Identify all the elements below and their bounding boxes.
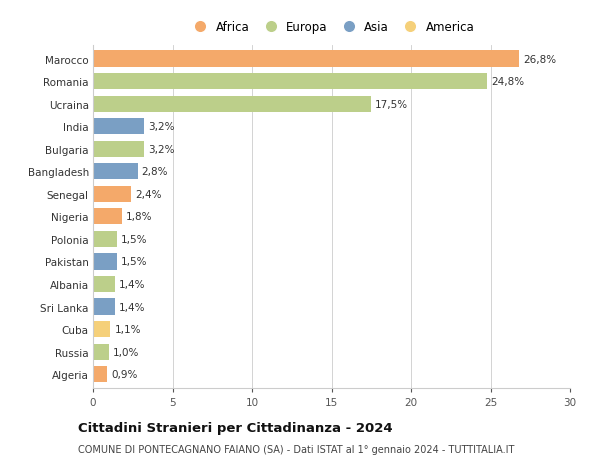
Text: 2,8%: 2,8% bbox=[142, 167, 168, 177]
Text: 2,4%: 2,4% bbox=[135, 190, 161, 199]
Bar bbox=[93, 141, 144, 157]
Bar bbox=[93, 321, 110, 337]
Bar bbox=[93, 164, 137, 180]
Bar bbox=[93, 119, 144, 135]
Bar bbox=[93, 299, 115, 315]
Bar bbox=[93, 231, 117, 247]
Bar bbox=[93, 366, 107, 382]
Bar bbox=[93, 74, 487, 90]
Text: 3,2%: 3,2% bbox=[148, 145, 175, 154]
Legend: Africa, Europa, Asia, America: Africa, Europa, Asia, America bbox=[185, 17, 478, 38]
Text: 1,0%: 1,0% bbox=[113, 347, 139, 357]
Bar bbox=[93, 276, 115, 292]
Bar bbox=[93, 209, 122, 225]
Bar bbox=[93, 96, 371, 112]
Text: 1,4%: 1,4% bbox=[119, 280, 146, 289]
Text: 17,5%: 17,5% bbox=[375, 100, 409, 109]
Text: 1,4%: 1,4% bbox=[119, 302, 146, 312]
Text: COMUNE DI PONTECAGNANO FAIANO (SA) - Dati ISTAT al 1° gennaio 2024 - TUTTITALIA.: COMUNE DI PONTECAGNANO FAIANO (SA) - Dat… bbox=[78, 444, 514, 454]
Bar bbox=[93, 254, 117, 270]
Text: 3,2%: 3,2% bbox=[148, 122, 175, 132]
Bar bbox=[93, 186, 131, 202]
Bar bbox=[93, 51, 519, 67]
Text: 26,8%: 26,8% bbox=[523, 55, 556, 64]
Text: 1,5%: 1,5% bbox=[121, 257, 148, 267]
Text: 24,8%: 24,8% bbox=[491, 77, 524, 87]
Text: Cittadini Stranieri per Cittadinanza - 2024: Cittadini Stranieri per Cittadinanza - 2… bbox=[78, 421, 392, 434]
Text: 1,5%: 1,5% bbox=[121, 235, 148, 244]
Bar bbox=[93, 344, 109, 360]
Text: 1,1%: 1,1% bbox=[115, 325, 141, 334]
Text: 0,9%: 0,9% bbox=[111, 369, 137, 379]
Text: 1,8%: 1,8% bbox=[125, 212, 152, 222]
